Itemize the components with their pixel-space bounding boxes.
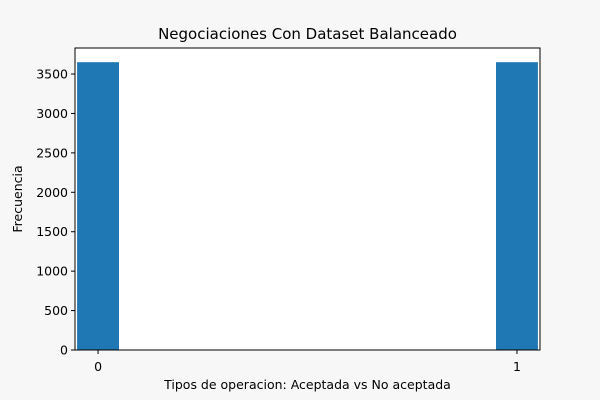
plot-frame bbox=[74, 47, 541, 351]
y-tick-label: 0 bbox=[60, 343, 68, 358]
y-axis-label: Frecuencia bbox=[10, 165, 25, 232]
y-axis-ticks: 0 500 1000 1500 2000 2500 3000 3500 bbox=[36, 67, 75, 358]
x-tick-label: 0 bbox=[94, 359, 102, 374]
y-tick-label: 1500 bbox=[36, 224, 68, 239]
chart-title: Negociaciones Con Dataset Balanceado bbox=[158, 25, 457, 43]
bar-0 bbox=[77, 62, 119, 350]
y-tick-label: 3000 bbox=[36, 106, 68, 121]
y-tick-label: 1000 bbox=[36, 264, 68, 279]
bars-group bbox=[77, 62, 538, 350]
y-tick-label: 500 bbox=[44, 303, 68, 318]
plot-area bbox=[75, 48, 540, 350]
y-tick-label: 2000 bbox=[36, 185, 68, 200]
y-tick-label: 3500 bbox=[36, 67, 68, 82]
x-axis-label: Tipos de operacion: Aceptada vs No acept… bbox=[163, 377, 451, 392]
x-tick-label: 1 bbox=[513, 359, 521, 374]
y-tick-label: 2500 bbox=[36, 145, 68, 160]
bar-1 bbox=[496, 62, 538, 350]
